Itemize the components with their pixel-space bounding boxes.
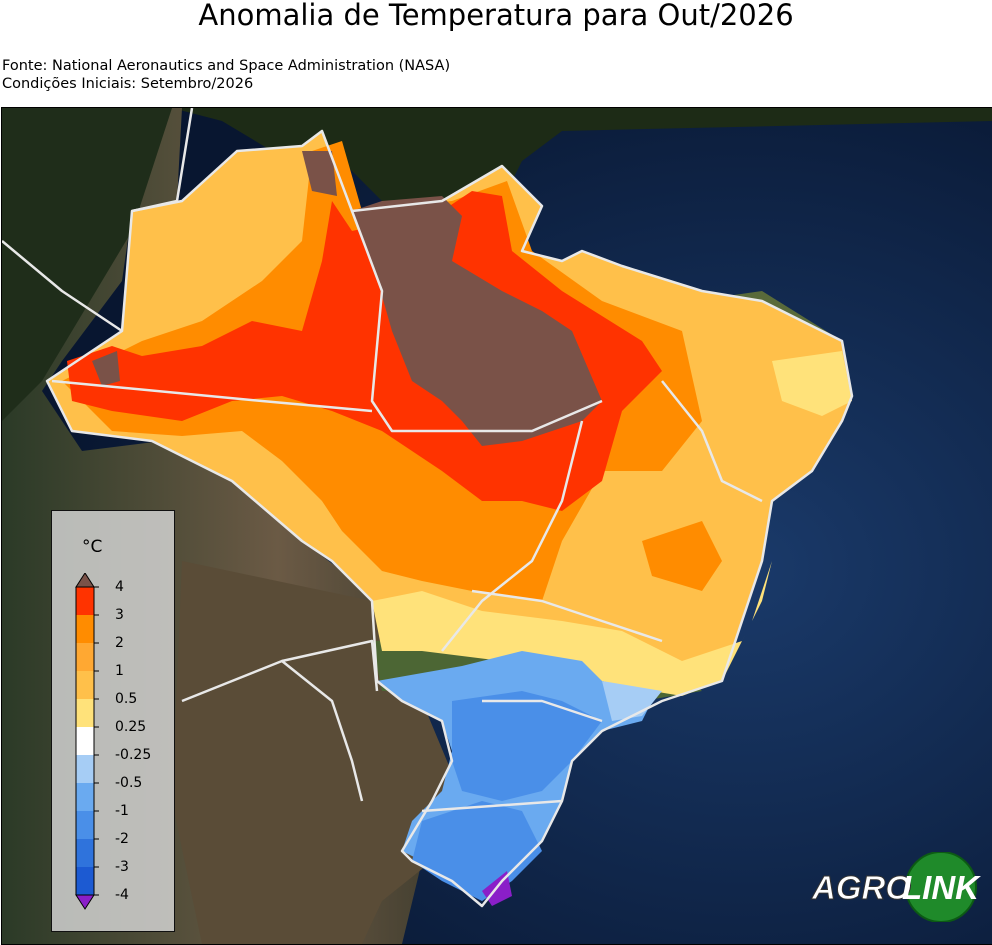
source-line: Fonte: National Aeronautics and Space Ad… (2, 58, 451, 74)
initial-conditions-line: Condições Iniciais: Setembro/2026 (2, 76, 254, 92)
legend-bin (76, 755, 94, 783)
legend-tick-label: 1 (115, 663, 124, 679)
legend-bin (76, 727, 94, 755)
anomaly-field (47, 131, 852, 906)
legend-colorbar (75, 573, 99, 910)
legend-bin (76, 783, 94, 811)
logo-text-agro: AGRO (811, 869, 911, 906)
legend-tick-label: 3 (115, 607, 124, 623)
legend-tick-label: 0.25 (115, 719, 147, 735)
legend-under-triangle (75, 894, 95, 910)
legend-tick-label: -0.5 (115, 775, 143, 791)
legend-bin (76, 615, 94, 643)
legend-bin (76, 699, 94, 727)
legend-bin (76, 587, 94, 615)
north-land (172, 108, 992, 216)
legend-tick-label: 4 (115, 579, 124, 595)
legend-over-triangle (75, 573, 95, 588)
legend-bin (76, 643, 94, 671)
color-legend: °C 4 3 2 1 0.5 0.25 -0.25 -0.5 -1 -2 -3 -4 (51, 510, 175, 932)
logo-text-link: LINK (902, 869, 981, 906)
borders (2, 108, 854, 908)
legend-bin (76, 867, 94, 895)
legend-bin (76, 811, 94, 839)
legend-tick-label: -1 (115, 803, 129, 819)
legend-tick-label: 0.5 (115, 691, 138, 707)
legend-unit: °C (82, 537, 103, 557)
page-title: Anomalia de Temperatura para Out/2026 (198, 0, 794, 32)
legend-tick-label: -0.25 (115, 747, 152, 763)
legend-tick-label: -3 (115, 859, 129, 875)
agrolink-logo: AGRO LINK (811, 852, 981, 922)
legend-bin (76, 839, 94, 867)
legend-tick-label: -4 (115, 887, 129, 903)
legend-tick-label: -2 (115, 831, 129, 847)
legend-tick-label: 2 (115, 635, 124, 651)
legend-bin (76, 671, 94, 699)
